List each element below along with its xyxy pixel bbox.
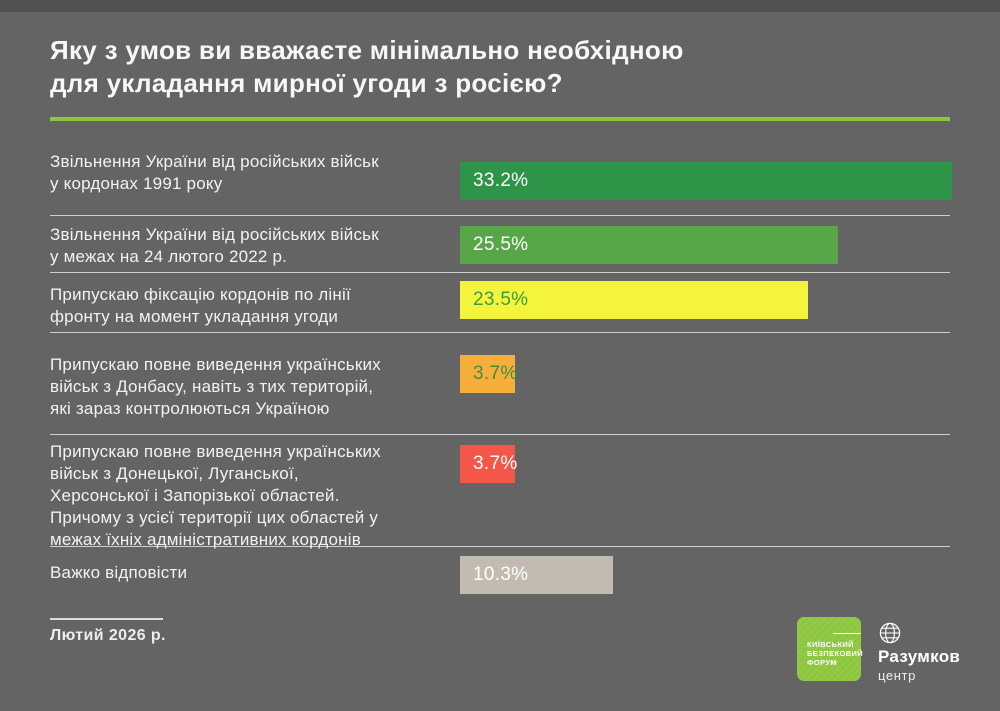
bar-1: 33.2% [460,162,952,200]
label-line: Причому з усієї території цих областей у [50,508,379,527]
bar-category-label-1: Звільнення України від російських військ… [50,151,450,195]
chart-title-line2: для укладання мирної угоди з росією? [50,68,563,98]
bar-6: 10.3% [460,556,613,594]
bar-value-label: 23.5% [473,289,529,310]
chart-title: Яку з умов ви вважаєте мінімально необхі… [50,34,684,100]
title-underline [50,117,950,121]
bar-category-label-6: Важко відповісти [50,562,450,584]
kbf-logo-text: КИЇВСЬКИЙ БЕЗПЕКОВИЙ ФОРУМ [807,640,863,667]
globe-icon [879,622,901,644]
row-separator [50,434,950,435]
label-line: у межах на 24 лютого 2022 р. [50,247,288,266]
bar-5: 3.7% [460,445,518,483]
bar-value-label: 3.7% [473,453,518,474]
label-line: у кордонах 1991 року [50,174,223,193]
label-line: Припускаю повне виведення українських [50,442,381,461]
bar-category-label-5: Припускаю повне виведення українських вій… [50,441,450,551]
label-line: які зараз контролюються Україною [50,399,330,418]
row-separator [50,272,950,273]
razumkov-centre-logo: Разумков центр [878,622,960,683]
footer-divider [50,618,163,620]
label-line: Звільнення України від російських військ [50,152,379,171]
label-line: військ з Донецької, Луганської, [50,464,299,483]
bar-value-label: 33.2% [473,170,529,191]
kbf-line3: ФОРУМ [807,658,838,667]
label-line: фронту на момент укладання угоди [50,307,339,326]
bar-value-label: 3.7% [473,363,518,384]
bar-3: 23.5% [460,281,808,319]
top-strip [0,0,1000,12]
kbf-line2: БЕЗПЕКОВИЙ [807,649,864,658]
label-line: межах їхніх адміністративних кордонів [50,530,361,549]
bar-value-label: 10.3% [473,564,529,585]
bar-2: 25.5% [460,226,838,264]
bar-category-label-3: Припускаю фіксацію кордонів по лінії фрон… [50,284,450,328]
bar-4: 3.7% [460,355,518,393]
label-line: Звільнення України від російських військ [50,225,379,244]
label-line: військ з Донбасу, навіть з тих територій… [50,377,374,396]
razumkov-sub: центр [878,668,916,683]
bar-category-label-2: Звільнення України від російських військ… [50,224,450,268]
kbf-logo-dash [833,633,861,634]
bar-value-label: 25.5% [473,234,529,255]
kyiv-security-forum-logo: КИЇВСЬКИЙ БЕЗПЕКОВИЙ ФОРУМ [797,617,863,681]
label-line: Важко відповісти [50,563,188,582]
razumkov-name: Разумков [878,647,961,666]
label-line: Херсонської і Запорізької областей. [50,486,340,505]
row-separator [50,215,950,216]
label-line: Припускаю повне виведення українських [50,355,381,374]
bar-category-label-4: Припускаю повне виведення українських вій… [50,354,450,420]
chart-title-line1: Яку з умов ви вважаєте мінімально необхі… [50,35,684,65]
kbf-line1: КИЇВСЬКИЙ [807,640,854,649]
survey-date: Лютий 2026 р. [50,627,166,644]
row-separator [50,332,950,333]
label-line: Припускаю фіксацію кордонів по лінії [50,285,351,304]
row-separator [50,546,950,547]
